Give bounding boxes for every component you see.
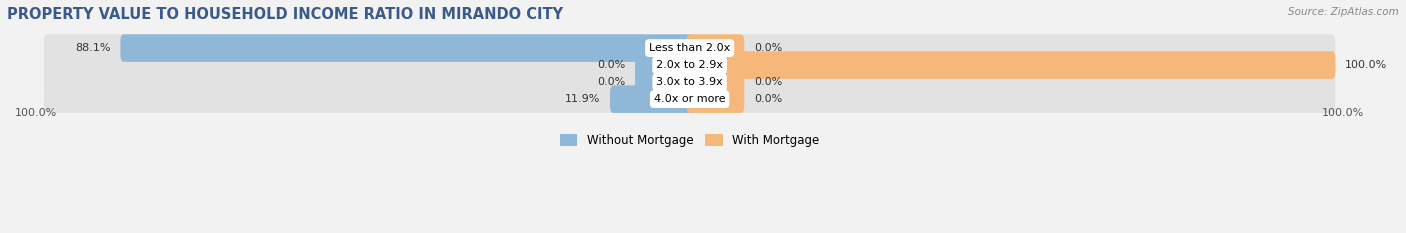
Text: 0.0%: 0.0%: [754, 94, 782, 104]
Text: 4.0x or more: 4.0x or more: [654, 94, 725, 104]
FancyBboxPatch shape: [610, 85, 693, 113]
FancyBboxPatch shape: [636, 51, 693, 79]
FancyBboxPatch shape: [686, 68, 1336, 96]
FancyBboxPatch shape: [686, 51, 1336, 79]
FancyBboxPatch shape: [44, 68, 693, 96]
Text: 0.0%: 0.0%: [598, 77, 626, 87]
Text: 100.0%: 100.0%: [1346, 60, 1388, 70]
FancyBboxPatch shape: [686, 68, 744, 96]
Text: 11.9%: 11.9%: [565, 94, 600, 104]
Text: 0.0%: 0.0%: [598, 60, 626, 70]
FancyBboxPatch shape: [686, 85, 1336, 113]
FancyBboxPatch shape: [44, 85, 693, 113]
FancyBboxPatch shape: [686, 51, 1336, 79]
Text: 0.0%: 0.0%: [754, 43, 782, 53]
FancyBboxPatch shape: [44, 51, 693, 79]
FancyBboxPatch shape: [44, 34, 693, 62]
FancyBboxPatch shape: [686, 85, 744, 113]
Text: Source: ZipAtlas.com: Source: ZipAtlas.com: [1288, 7, 1399, 17]
Legend: Without Mortgage, With Mortgage: Without Mortgage, With Mortgage: [555, 129, 824, 152]
Text: 0.0%: 0.0%: [754, 77, 782, 87]
Text: PROPERTY VALUE TO HOUSEHOLD INCOME RATIO IN MIRANDO CITY: PROPERTY VALUE TO HOUSEHOLD INCOME RATIO…: [7, 7, 564, 22]
Text: Less than 2.0x: Less than 2.0x: [650, 43, 730, 53]
Text: 3.0x to 3.9x: 3.0x to 3.9x: [657, 77, 723, 87]
FancyBboxPatch shape: [686, 34, 1336, 62]
FancyBboxPatch shape: [636, 68, 693, 96]
FancyBboxPatch shape: [121, 34, 693, 62]
FancyBboxPatch shape: [686, 34, 744, 62]
Text: 88.1%: 88.1%: [76, 43, 111, 53]
Text: 2.0x to 2.9x: 2.0x to 2.9x: [657, 60, 723, 70]
Text: 100.0%: 100.0%: [15, 108, 58, 118]
Text: 100.0%: 100.0%: [1322, 108, 1364, 118]
